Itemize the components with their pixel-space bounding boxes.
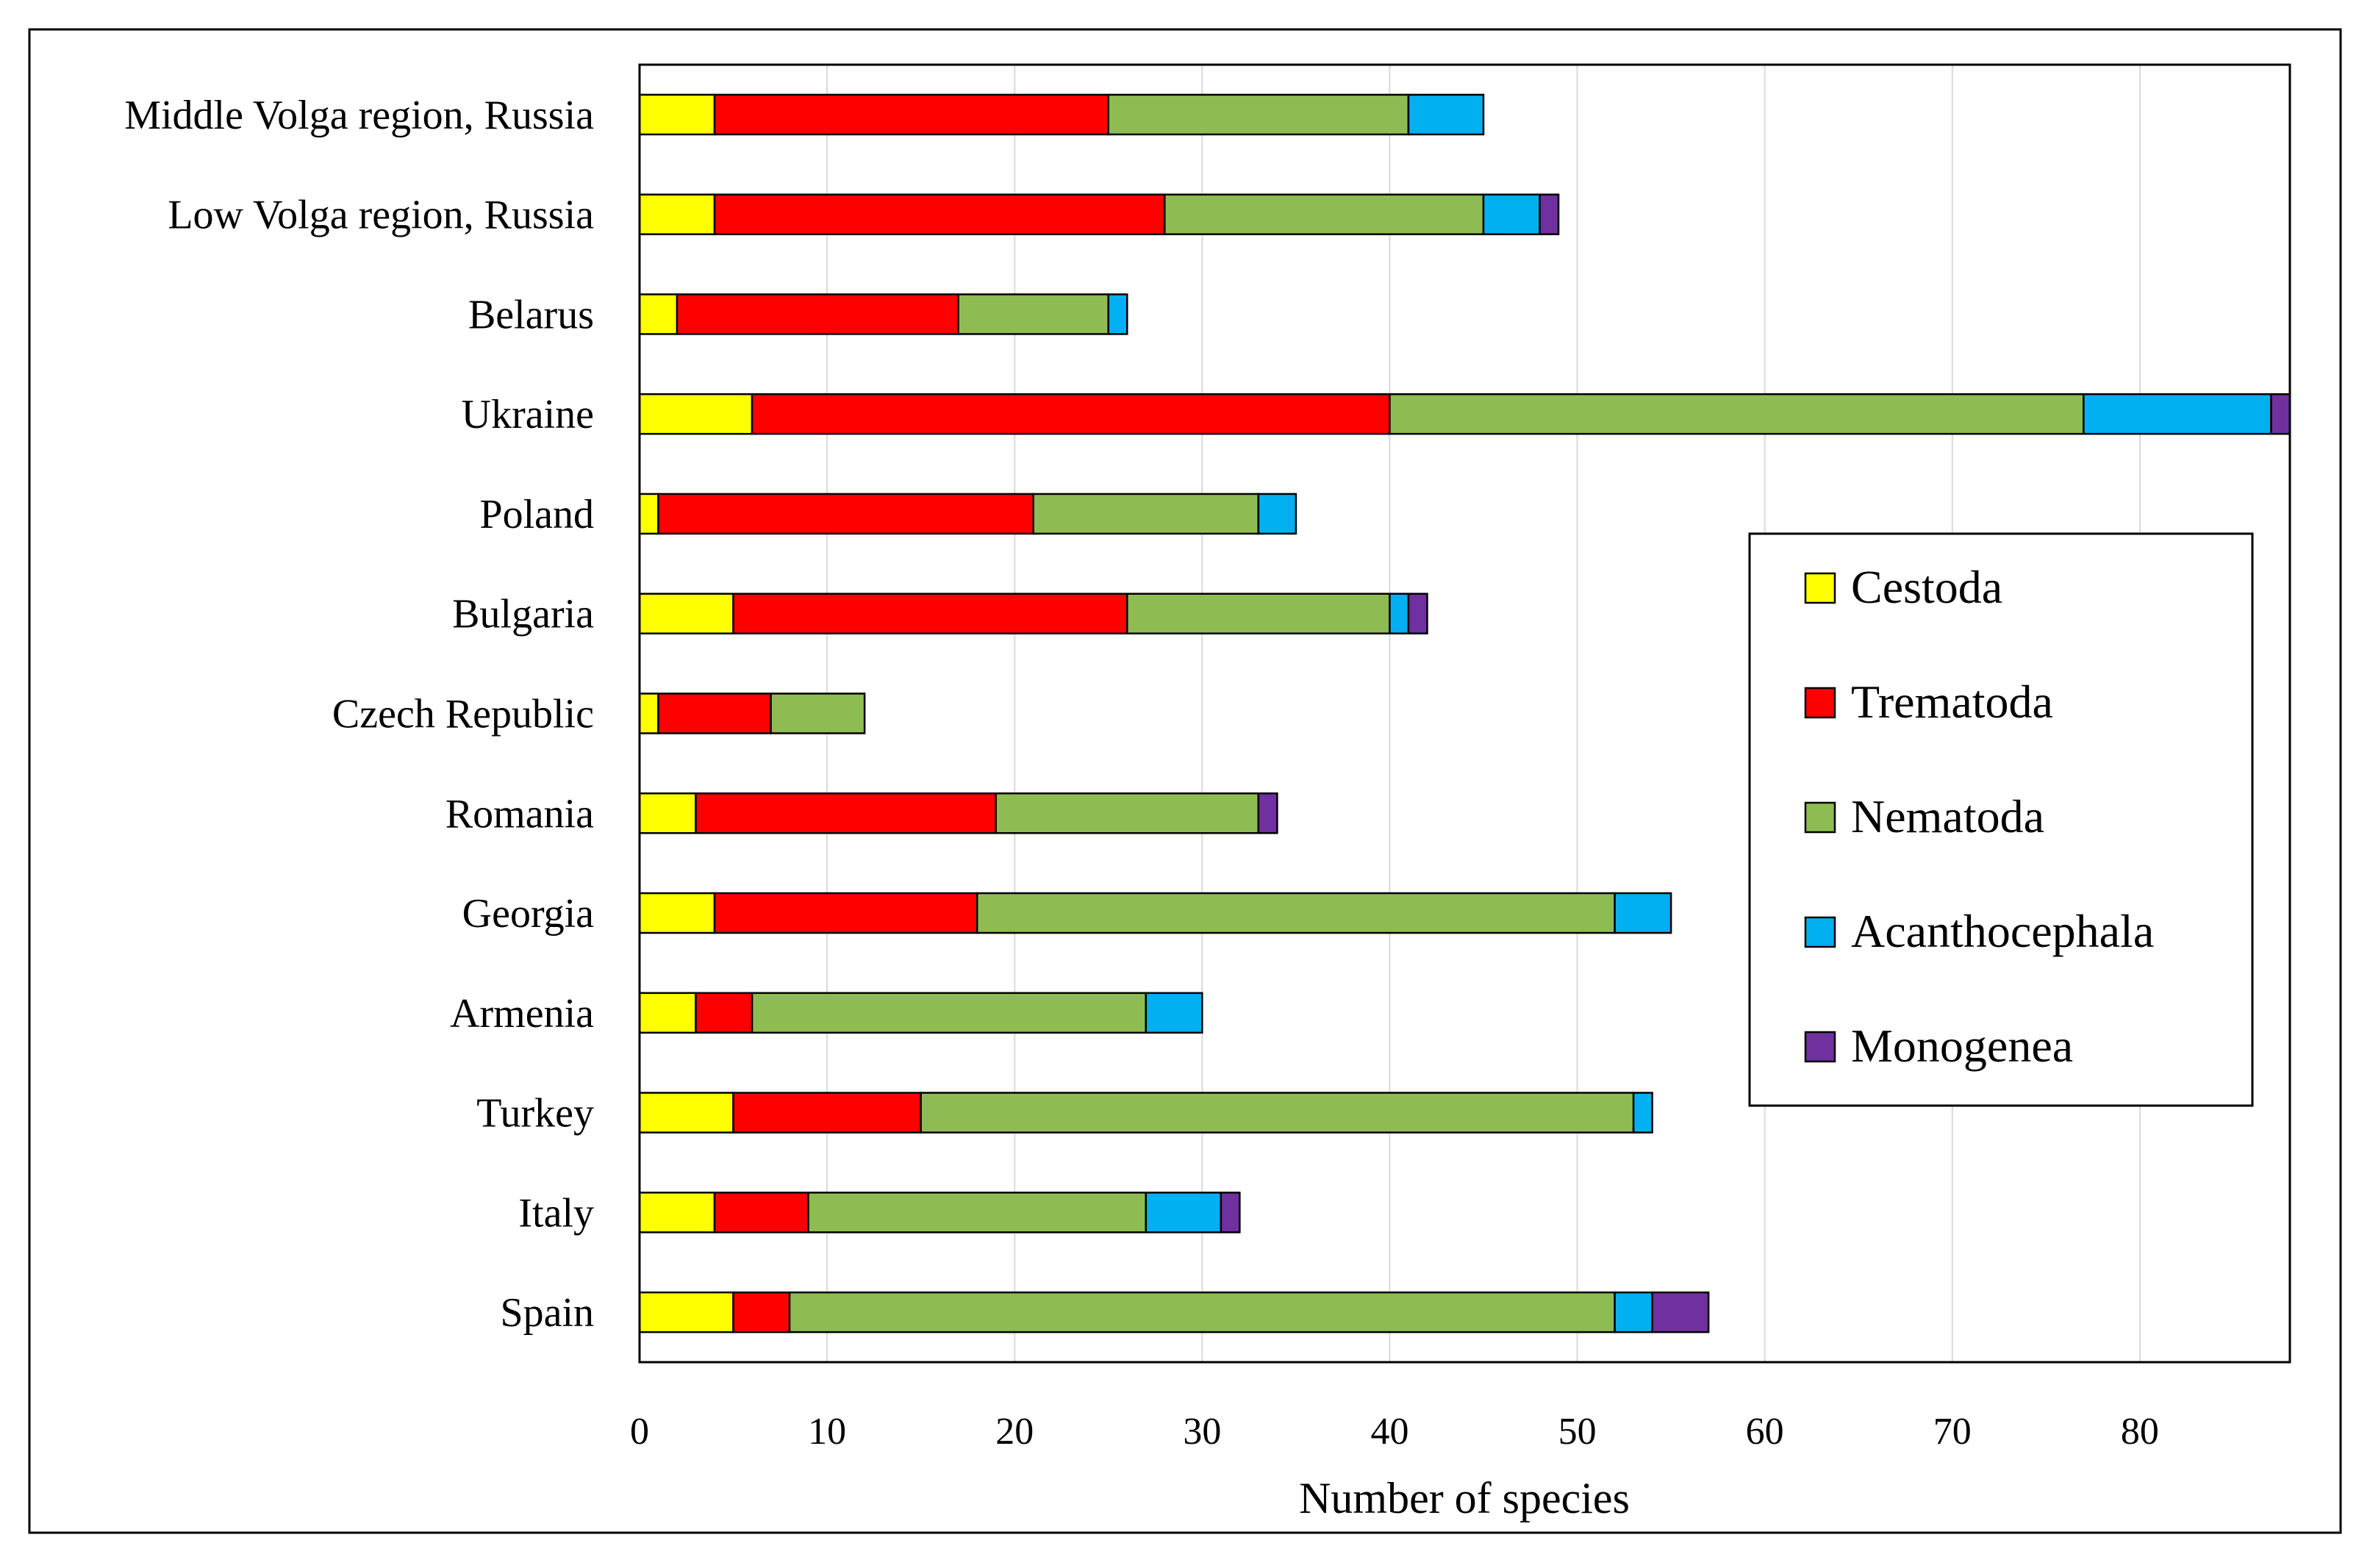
bar-czech-republic-nematoda	[770, 692, 866, 734]
category-label-low-volga-region-russia: Low Volga region, Russia	[168, 193, 594, 238]
bar-italy-cestoda	[638, 1192, 716, 1234]
category-label-poland: Poland	[479, 492, 594, 537]
x-tick-label-80: 80	[2121, 1411, 2159, 1453]
bar-middle-volga-region-russia-trematoda	[713, 93, 1110, 136]
bar-middle-volga-region-russia-cestoda	[638, 93, 716, 136]
category-label-italy: Italy	[518, 1190, 594, 1236]
bar-belarus-trematoda	[676, 293, 959, 335]
bar-belarus-cestoda	[638, 293, 679, 335]
bar-low-volga-region-russia-acanthocephala	[1482, 193, 1541, 235]
bar-ukraine-monogenea	[2270, 393, 2291, 435]
bar-spain-trematoda	[732, 1291, 791, 1333]
x-tick-label-20: 20	[995, 1411, 1034, 1453]
bar-middle-volga-region-russia-acanthocephala	[1407, 93, 1485, 136]
bar-spain-acanthocephala	[1614, 1291, 1653, 1333]
legend-swatch-cestoda	[1804, 572, 1836, 604]
bar-czech-republic-trematoda	[657, 692, 772, 734]
bar-italy-nematoda	[807, 1192, 1148, 1234]
bar-czech-republic-cestoda	[638, 692, 659, 734]
legend: Cestoda Trematoda Nematoda Acanthocephala Mo…	[1748, 532, 2254, 1107]
x-tick-label-70: 70	[1933, 1411, 1972, 1453]
category-label-middle-volga-region-russia: Middle Volga region, Russia	[124, 93, 594, 138]
bar-spain-monogenea	[1651, 1291, 1710, 1333]
bar-spain-cestoda	[638, 1291, 734, 1333]
bar-low-volga-region-russia-trematoda	[713, 193, 1166, 235]
bars	[638, 93, 2291, 1333]
bar-italy-monogenea	[1220, 1192, 1241, 1234]
bar-turkey-cestoda	[638, 1092, 734, 1134]
legend-label-trematoda: Trematoda	[1851, 676, 2053, 728]
bar-turkey-nematoda	[920, 1092, 1635, 1134]
category-label-romania: Romania	[445, 791, 594, 837]
legend-swatch-trematoda	[1804, 687, 1836, 719]
plot-area-border	[638, 63, 2291, 1364]
category-label-belarus: Belarus	[468, 292, 594, 337]
x-axis-title: Number of species	[1299, 1474, 1630, 1522]
bar-poland-nematoda	[1032, 493, 1260, 535]
category-label-czech-republic: Czech Republic	[332, 692, 594, 737]
bar-bulgaria-cestoda	[638, 593, 734, 634]
bar-spain-nematoda	[788, 1291, 1616, 1333]
legend-label-acanthocephala: Acanthocephala	[1851, 905, 2154, 957]
bar-poland-acanthocephala	[1257, 493, 1297, 535]
bar-georgia-nematoda	[975, 892, 1616, 934]
x-tick-label-10: 10	[808, 1411, 846, 1453]
category-label-ukraine: Ukraine	[462, 392, 594, 437]
bar-poland-cestoda	[638, 493, 659, 535]
bar-bulgaria-acanthocephala	[1389, 593, 1410, 634]
x-tick-label-0: 0	[630, 1411, 649, 1453]
legend-swatch-monogenea	[1804, 1031, 1836, 1063]
legend-items: Cestoda Trematoda Nematoda Acanthocephala Mo…	[1804, 561, 2154, 1072]
bar-belarus-nematoda	[957, 293, 1110, 335]
category-label-georgia: Georgia	[462, 891, 594, 937]
bar-armenia-acanthocephala	[1145, 992, 1203, 1034]
bar-georgia-trematoda	[713, 892, 978, 934]
legend-swatch-acanthocephala	[1804, 916, 1836, 948]
bar-ukraine-nematoda	[1389, 393, 2085, 435]
bar-armenia-trematoda	[695, 992, 753, 1034]
category-labels: Middle Volga region, Russia Low Volga reg…	[124, 93, 594, 1336]
bar-armenia-cestoda	[638, 992, 697, 1034]
x-tick-label-60: 60	[1746, 1411, 1784, 1453]
bar-armenia-nematoda	[751, 992, 1148, 1034]
bar-low-volga-region-russia-cestoda	[638, 193, 716, 235]
bar-italy-trematoda	[713, 1192, 809, 1234]
category-label-turkey: Turkey	[476, 1091, 594, 1136]
bar-georgia-cestoda	[638, 892, 716, 934]
category-label-armenia: Armenia	[450, 991, 594, 1037]
x-tick-label-30: 30	[1183, 1411, 1221, 1453]
bar-romania-nematoda	[995, 792, 1260, 834]
bar-bulgaria-nematoda	[1126, 593, 1391, 634]
legend-swatch-nematoda	[1804, 801, 1836, 834]
bar-bulgaria-monogenea	[1407, 593, 1428, 634]
bar-georgia-acanthocephala	[1614, 892, 1672, 934]
bar-belarus-acanthocephala	[1107, 293, 1128, 335]
bar-romania-trematoda	[695, 792, 997, 834]
bar-poland-trematoda	[657, 493, 1034, 535]
bar-italy-acanthocephala	[1145, 1192, 1222, 1234]
legend-label-monogenea: Monogenea	[1851, 1020, 2073, 1072]
bar-turkey-acanthocephala	[1632, 1092, 1653, 1134]
bar-ukraine-cestoda	[638, 393, 753, 435]
x-tick-label-40: 40	[1370, 1411, 1408, 1453]
bar-romania-monogenea	[1257, 792, 1278, 834]
bar-turkey-trematoda	[732, 1092, 922, 1134]
legend-label-cestoda: Cestoda	[1851, 561, 2002, 613]
bar-low-volga-region-russia-nematoda	[1164, 193, 1485, 235]
bar-bulgaria-trematoda	[732, 593, 1128, 634]
bar-ukraine-acanthocephala	[2083, 393, 2272, 435]
bar-romania-cestoda	[638, 792, 697, 834]
bar-ukraine-trematoda	[751, 393, 1391, 435]
x-tick-label-50: 50	[1558, 1411, 1597, 1453]
x-tick-labels: 0 10 20 30 40 50 60 70 80	[630, 1411, 2159, 1453]
category-label-bulgaria: Bulgaria	[452, 592, 594, 637]
bar-middle-volga-region-russia-nematoda	[1107, 93, 1410, 136]
legend-label-nematoda: Nematoda	[1851, 790, 2044, 842]
category-label-spain: Spain	[500, 1290, 594, 1336]
bar-low-volga-region-russia-monogenea	[1539, 193, 1560, 235]
